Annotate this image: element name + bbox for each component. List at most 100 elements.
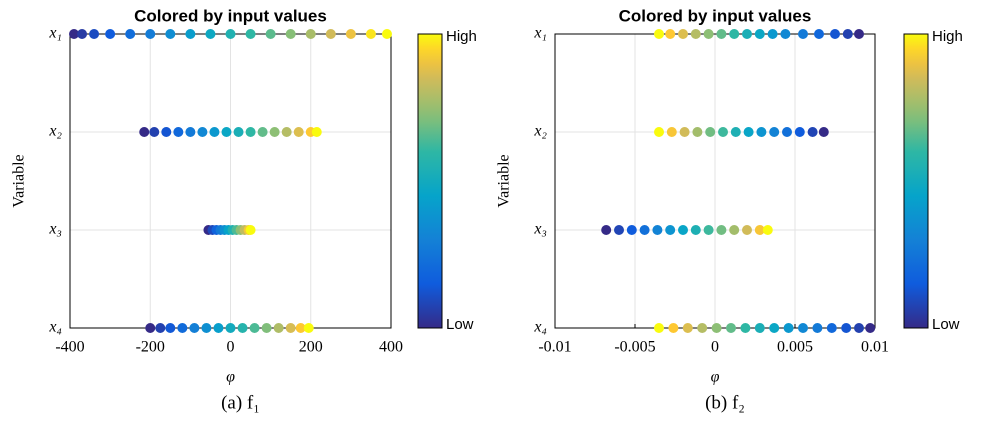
y-tick-label: x₁ [533, 25, 547, 42]
point [742, 29, 752, 39]
x-tick-label: 200 [299, 339, 323, 356]
point [668, 323, 679, 333]
x-tick-label: -200 [136, 339, 165, 356]
point [245, 29, 256, 39]
point [125, 29, 136, 39]
point [145, 29, 156, 39]
point [139, 127, 150, 137]
point [654, 29, 664, 39]
point [189, 323, 200, 333]
x-axis-label: φ [711, 369, 720, 386]
point [295, 323, 306, 333]
point [257, 127, 268, 137]
x-tick-label: -0.01 [538, 339, 571, 356]
point [665, 29, 676, 39]
point [249, 323, 260, 333]
point [754, 29, 765, 39]
point [716, 29, 727, 39]
point [729, 225, 740, 235]
point [783, 323, 794, 333]
point [149, 127, 160, 137]
point [818, 127, 829, 137]
point [325, 29, 336, 39]
point [678, 29, 688, 39]
point [273, 323, 284, 333]
y-tick-label: x₂ [533, 123, 547, 140]
point [682, 323, 693, 333]
point [105, 29, 116, 39]
point [756, 127, 767, 137]
point [281, 127, 292, 137]
point [780, 29, 791, 39]
point [654, 127, 664, 137]
caption: (b) f₂ [705, 392, 745, 413]
point [814, 29, 824, 39]
point [769, 127, 780, 137]
point [69, 29, 80, 39]
point [679, 127, 690, 137]
point [365, 29, 376, 39]
point [345, 29, 356, 39]
point [841, 323, 852, 333]
point [742, 225, 752, 235]
caption: (a) f₁ [221, 392, 260, 413]
colorbar-label: High [446, 28, 477, 45]
point [209, 127, 220, 137]
point [830, 29, 840, 39]
point [173, 127, 184, 137]
point [197, 127, 208, 137]
point [311, 127, 322, 137]
y-tick-label: x₄ [48, 319, 62, 336]
point [697, 323, 708, 333]
point [285, 323, 296, 333]
point [177, 323, 188, 333]
y-tick-label: x₃ [48, 221, 62, 238]
point [854, 323, 864, 333]
point [842, 29, 853, 39]
point [807, 127, 818, 137]
x-tick-label: 0 [711, 339, 719, 356]
point [305, 29, 316, 39]
colorbar [903, 33, 929, 329]
y-tick-label: x₁ [48, 25, 62, 42]
y-tick-label: x₃ [533, 221, 547, 238]
point [77, 29, 88, 39]
point [165, 323, 176, 333]
point [794, 127, 805, 137]
chart-title: Colored by input values [619, 6, 812, 25]
point [678, 225, 688, 235]
colorbar-label: Low [932, 316, 960, 333]
point [237, 323, 248, 333]
chart-title: Colored by input values [134, 6, 327, 25]
point [865, 323, 876, 333]
point [185, 127, 196, 137]
colorbar [417, 33, 443, 329]
x-axis-label: φ [226, 369, 235, 386]
point [726, 323, 736, 333]
point [754, 225, 765, 235]
colorbar-label: Low [446, 316, 474, 333]
point [205, 29, 216, 39]
point [754, 323, 765, 333]
point [293, 127, 304, 137]
point [692, 127, 703, 137]
point [626, 225, 637, 235]
x-tick-label: 400 [379, 339, 403, 356]
point [826, 323, 837, 333]
point [381, 29, 392, 39]
point [201, 323, 212, 333]
point [265, 29, 276, 39]
y-axis-label: Variable [11, 154, 28, 207]
y-axis-label: Variable [496, 154, 513, 207]
point [812, 323, 823, 333]
point [233, 127, 244, 137]
point [639, 225, 650, 235]
point [666, 127, 677, 137]
point [245, 127, 256, 137]
point [652, 225, 663, 235]
point [690, 29, 701, 39]
point [145, 323, 156, 333]
point [245, 225, 256, 235]
point [798, 323, 808, 333]
